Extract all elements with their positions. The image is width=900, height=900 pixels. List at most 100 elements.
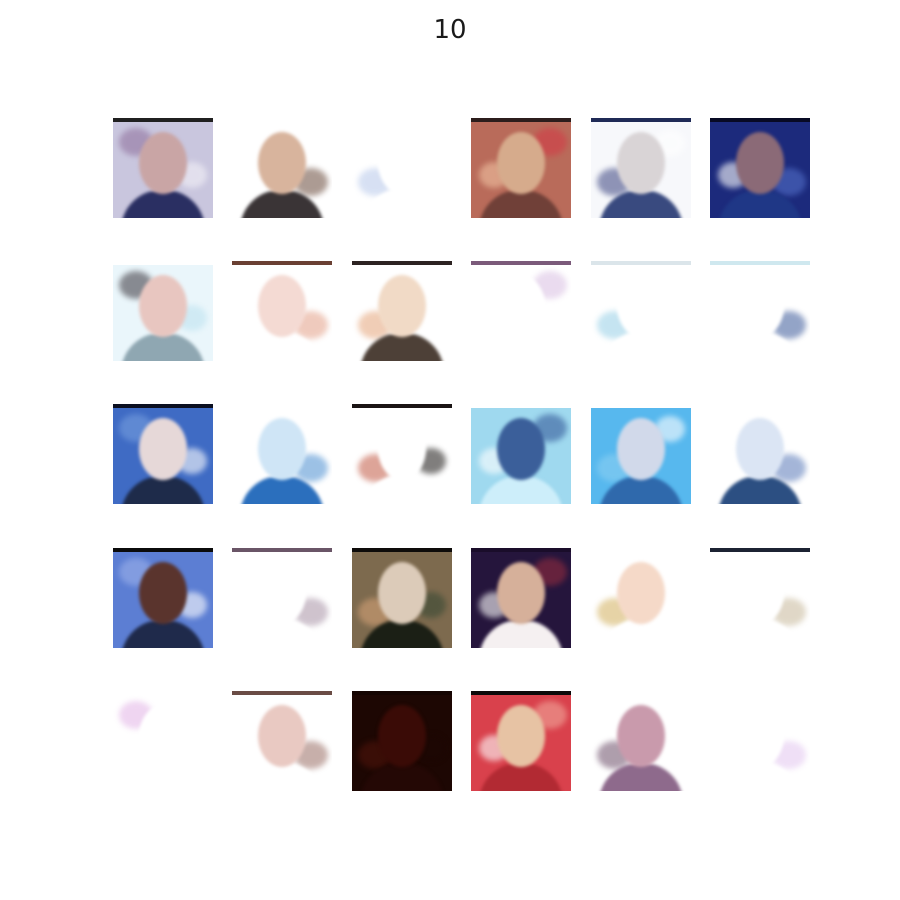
sample-image-tile (709, 690, 810, 791)
face-shape (497, 704, 546, 767)
tile-top-band (709, 404, 810, 409)
tile-top-band (590, 404, 691, 409)
tile-top-band (232, 261, 333, 266)
tile-top-band (351, 118, 452, 122)
tile-top-band (113, 690, 213, 695)
tile-top-band (709, 118, 810, 122)
sample-image-tile (351, 261, 452, 362)
sample-image-tile (590, 261, 691, 362)
sample-image-tile (471, 118, 572, 218)
tile-top-band (590, 261, 691, 266)
face-shape (616, 561, 665, 624)
sample-image-tile (709, 404, 810, 505)
sample-image-tile (471, 547, 572, 648)
face-shape (735, 275, 784, 338)
face-shape (377, 561, 426, 624)
sample-image-tile (113, 690, 213, 791)
sample-image-tile (232, 118, 333, 218)
figure-title: 10 (433, 15, 467, 45)
sample-image-tile (113, 261, 213, 362)
face-shape (377, 418, 426, 481)
shoulders-shape (121, 476, 205, 505)
face-shape (735, 132, 784, 194)
tile-top-band (351, 547, 452, 552)
face-shape (735, 561, 784, 624)
face-shape (497, 132, 546, 194)
sample-image-tile (590, 547, 691, 648)
face-shape (377, 132, 426, 194)
face-shape (139, 418, 187, 481)
sample-image-tile (709, 261, 810, 362)
tile-top-band (709, 690, 810, 695)
shoulders-shape (479, 476, 564, 505)
face-shape (616, 132, 665, 194)
face-shape (735, 418, 784, 481)
sample-image-tile (351, 547, 452, 648)
sample-image-tile (590, 118, 691, 218)
sample-image-tile (351, 118, 452, 218)
tile-top-band (471, 547, 572, 552)
shoulders-shape (121, 762, 205, 791)
tile-top-band (590, 547, 691, 552)
face-shape (258, 704, 307, 767)
face-shape (139, 275, 187, 338)
face-shape (616, 275, 665, 338)
sample-image-tile (590, 690, 691, 791)
shoulders-shape (479, 619, 564, 648)
sample-image-tile (232, 261, 333, 362)
tile-top-band (232, 690, 333, 695)
face-shape (139, 704, 187, 767)
shoulders-shape (479, 333, 564, 362)
face-shape (497, 275, 546, 338)
sample-image-tile (471, 404, 572, 505)
face-shape (735, 704, 784, 767)
sample-image-tile (709, 118, 810, 218)
tile-top-band (232, 118, 333, 122)
face-shape (616, 704, 665, 767)
face-shape (377, 704, 426, 767)
face-shape (497, 418, 546, 481)
face-shape (258, 132, 307, 194)
tile-top-band (471, 690, 572, 695)
tile-top-band (709, 261, 810, 266)
sample-image-tile (590, 404, 691, 505)
sample-image-tile (351, 690, 452, 791)
tile-top-band (351, 404, 452, 409)
tile-top-band (113, 404, 213, 409)
tile-top-band (590, 690, 691, 695)
tile-top-band (471, 404, 572, 409)
sample-image-tile (351, 404, 452, 505)
tile-top-band (709, 547, 810, 552)
tile-top-band (232, 547, 333, 552)
sample-image-tile (471, 690, 572, 791)
face-shape (258, 561, 307, 624)
sample-image-tile (113, 404, 213, 505)
sample-image-tile (232, 690, 333, 791)
tile-top-band (113, 547, 213, 552)
shoulders-shape (479, 190, 564, 218)
face-shape (139, 561, 187, 624)
sample-image-tile (232, 404, 333, 505)
tile-top-band (232, 404, 333, 409)
tile-top-band (471, 118, 572, 122)
sample-image-tile (113, 118, 213, 218)
face-shape (377, 275, 426, 338)
shoulders-shape (479, 762, 564, 791)
tile-top-band (590, 118, 691, 122)
tile-top-band (113, 261, 213, 266)
face-shape (258, 275, 307, 338)
tile-top-band (113, 118, 213, 122)
image-grid (113, 118, 810, 791)
sample-image-tile (113, 547, 213, 648)
face-shape (616, 418, 665, 481)
face-shape (258, 418, 307, 481)
face-shape (139, 132, 187, 194)
shoulders-shape (121, 619, 205, 648)
sample-image-tile (471, 261, 572, 362)
sample-image-tile (709, 547, 810, 648)
shoulders-shape (121, 333, 205, 362)
tile-top-band (351, 261, 452, 266)
face-shape (497, 561, 546, 624)
shoulders-shape (121, 190, 205, 218)
sample-image-tile (232, 547, 333, 648)
